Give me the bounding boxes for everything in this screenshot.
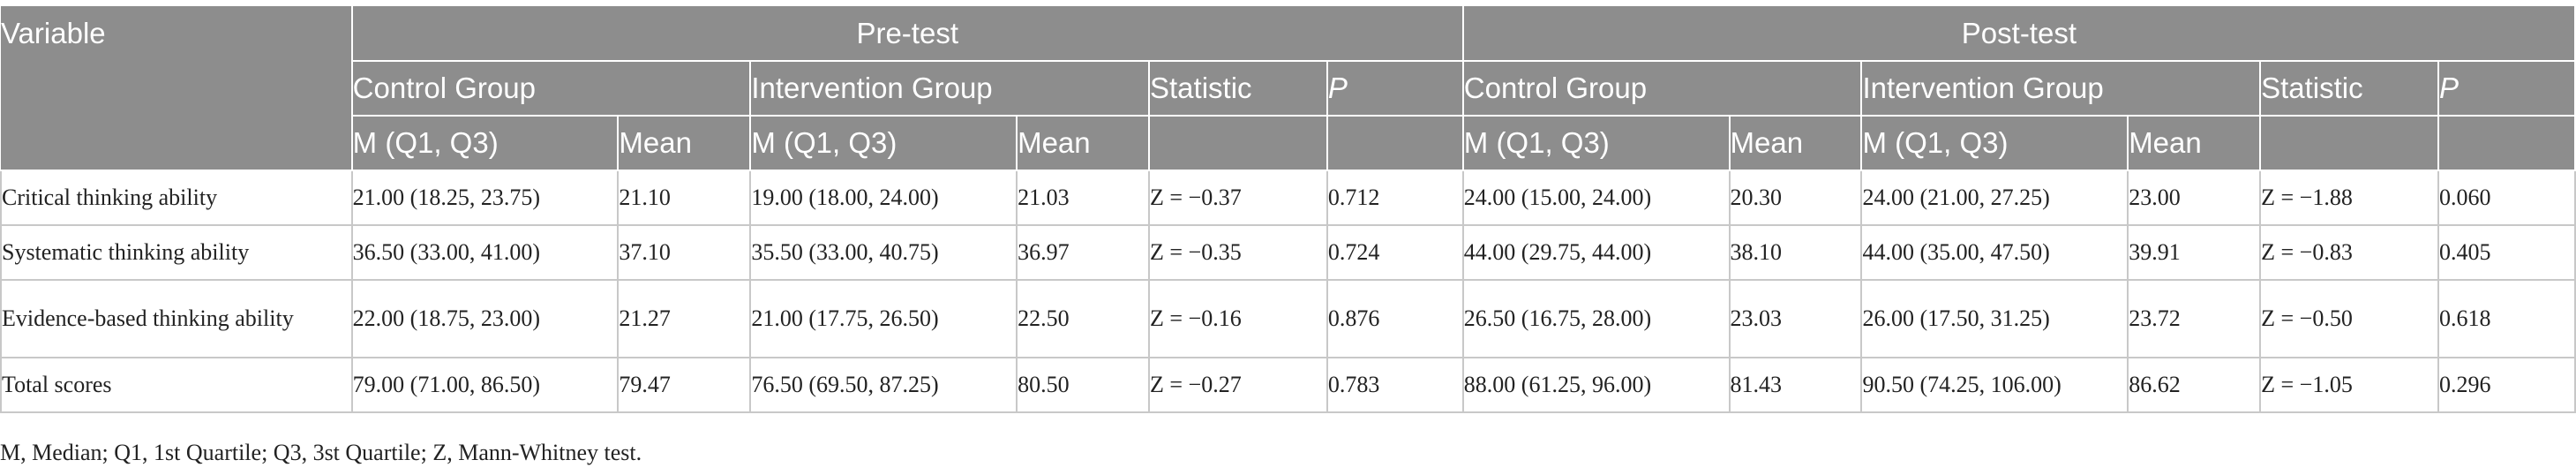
cell-post-intervention-mean: 23.72 bbox=[2128, 280, 2262, 358]
cell-variable: Evidence-based thinking ability bbox=[2, 305, 294, 331]
table-footnote: M, Median; Q1, 1st Quartile; Q3, 3st Qua… bbox=[0, 440, 642, 465]
cell-pre-p: 0.876 bbox=[1326, 280, 1464, 358]
header-pre-statistic: Statistic bbox=[1149, 61, 1328, 117]
cell-variable: Critical thinking ability bbox=[0, 170, 353, 226]
cell-pre-control-mean: 37.10 bbox=[618, 225, 752, 281]
table-row: Evidence-based thinking ability 22.00 (1… bbox=[0, 280, 2576, 358]
cell-variable: Systematic thinking ability bbox=[0, 225, 353, 281]
header-pre-statistic-empty bbox=[1149, 116, 1328, 171]
header-post-intervention-mean: Mean bbox=[2128, 116, 2262, 171]
header-pre-intervention-group: Intervention Group bbox=[750, 61, 1150, 117]
cell-pre-control-mean: 21.10 bbox=[618, 170, 752, 226]
cell-pre-statistic: Z = −0.27 bbox=[1149, 358, 1328, 413]
cell-post-statistic: Z = −1.05 bbox=[2260, 358, 2439, 413]
cell-post-intervention-m: 24.00 (21.00, 27.25) bbox=[1861, 170, 2129, 226]
table-header: Variable Pre-test Post-test Control Grou… bbox=[1, 6, 2576, 171]
cell-pre-p: 0.724 bbox=[1326, 225, 1464, 281]
header-post-p-empty bbox=[2438, 116, 2576, 171]
cell-post-intervention-m: 26.00 (17.50, 31.25) bbox=[1861, 280, 2129, 358]
cell-pre-p: 0.712 bbox=[1326, 170, 1464, 226]
header-post-intervention-m: M (Q1, Q3) bbox=[1861, 116, 2129, 171]
cell-pre-control-m: 21.00 (18.25, 23.75) bbox=[351, 170, 620, 226]
cell-pre-intervention-m: 19.00 (18.00, 24.00) bbox=[750, 170, 1018, 226]
header-pre-p-cell: P bbox=[1326, 61, 1464, 117]
cell-post-control-mean: 20.30 bbox=[1729, 170, 1863, 226]
cell-post-control-mean: 23.03 bbox=[1729, 280, 1863, 358]
header-pre-control-mean: Mean bbox=[618, 116, 752, 171]
header-pre-control-m: M (Q1, Q3) bbox=[351, 116, 620, 171]
cell-variable-wrap: Evidence-based thinking ability bbox=[0, 280, 353, 358]
cell-post-statistic: Z = −0.83 bbox=[2260, 225, 2439, 281]
results-table: Variable Pre-test Post-test Control Grou… bbox=[0, 6, 2576, 413]
header-post-statistic-empty bbox=[2260, 116, 2439, 171]
header-variable: Variable bbox=[1, 6, 353, 171]
cell-pre-control-mean: 79.47 bbox=[618, 358, 752, 413]
cell-post-p: 0.296 bbox=[2438, 358, 2576, 413]
table-row: Systematic thinking ability 36.50 (33.00… bbox=[0, 225, 2576, 281]
cell-post-intervention-m: 90.50 (74.25, 106.00) bbox=[1861, 358, 2129, 413]
header-posttest: Post-test bbox=[1462, 6, 2576, 62]
header-pre-intervention-m: M (Q1, Q3) bbox=[750, 116, 1018, 171]
cell-pre-statistic: Z = −0.35 bbox=[1149, 225, 1328, 281]
header-pre-p-empty bbox=[1326, 116, 1464, 171]
header-pre-intervention-mean: Mean bbox=[1017, 116, 1150, 171]
header-pre-p: P bbox=[1327, 72, 1348, 104]
cell-variable: Total scores bbox=[0, 358, 353, 413]
header-pretest: Pre-test bbox=[351, 6, 1464, 62]
cell-post-control-m: 24.00 (15.00, 24.00) bbox=[1462, 170, 1731, 226]
cell-post-p: 0.060 bbox=[2438, 170, 2576, 226]
cell-pre-statistic: Z = −0.16 bbox=[1149, 280, 1328, 358]
cell-pre-intervention-mean: 80.50 bbox=[1017, 358, 1150, 413]
table-body: Critical thinking ability 21.00 (18.25, … bbox=[0, 170, 2576, 413]
cell-pre-statistic: Z = −0.37 bbox=[1149, 170, 1328, 226]
cell-post-intervention-mean: 23.00 bbox=[2128, 170, 2262, 226]
table-row: Total scores 79.00 (71.00, 86.50) 79.47 … bbox=[0, 358, 2576, 413]
cell-post-intervention-mean: 39.91 bbox=[2128, 225, 2262, 281]
header-post-control-m: M (Q1, Q3) bbox=[1462, 116, 1731, 171]
cell-post-control-m: 26.50 (16.75, 28.00) bbox=[1462, 280, 1731, 358]
cell-pre-intervention-m: 21.00 (17.75, 26.50) bbox=[750, 280, 1018, 358]
cell-post-p: 0.405 bbox=[2438, 225, 2576, 281]
cell-pre-intervention-m: 76.50 (69.50, 87.25) bbox=[750, 358, 1018, 413]
cell-pre-intervention-mean: 36.97 bbox=[1017, 225, 1150, 281]
cell-post-intervention-m: 44.00 (35.00, 47.50) bbox=[1861, 225, 2129, 281]
cell-post-statistic: Z = −1.88 bbox=[2260, 170, 2439, 226]
cell-pre-intervention-mean: 21.03 bbox=[1017, 170, 1150, 226]
cell-post-statistic: Z = −0.50 bbox=[2260, 280, 2439, 358]
header-post-control-mean: Mean bbox=[1729, 116, 1863, 171]
cell-pre-intervention-mean: 22.50 bbox=[1017, 280, 1150, 358]
table-row: Critical thinking ability 21.00 (18.25, … bbox=[0, 170, 2576, 226]
cell-pre-control-m: 79.00 (71.00, 86.50) bbox=[351, 358, 620, 413]
header-post-p: P bbox=[2439, 72, 2460, 104]
cell-pre-control-mean: 21.27 bbox=[618, 280, 752, 358]
cell-post-control-mean: 81.43 bbox=[1729, 358, 1863, 413]
cell-post-p: 0.618 bbox=[2438, 280, 2576, 358]
cell-post-control-mean: 38.10 bbox=[1729, 225, 1863, 281]
cell-pre-p: 0.783 bbox=[1326, 358, 1464, 413]
cell-pre-control-m: 36.50 (33.00, 41.00) bbox=[351, 225, 620, 281]
cell-post-intervention-mean: 86.62 bbox=[2128, 358, 2262, 413]
header-post-intervention-group: Intervention Group bbox=[1861, 61, 2262, 117]
header-post-control-group: Control Group bbox=[1462, 61, 1863, 117]
header-pre-control-group: Control Group bbox=[351, 61, 752, 117]
cell-pre-control-m: 22.00 (18.75, 23.00) bbox=[351, 280, 620, 358]
header-post-statistic: Statistic bbox=[2260, 61, 2439, 117]
header-post-p-cell: P bbox=[2438, 61, 2576, 117]
cell-post-control-m: 44.00 (29.75, 44.00) bbox=[1462, 225, 1731, 281]
cell-post-control-m: 88.00 (61.25, 96.00) bbox=[1462, 358, 1731, 413]
cell-pre-intervention-m: 35.50 (33.00, 40.75) bbox=[750, 225, 1018, 281]
